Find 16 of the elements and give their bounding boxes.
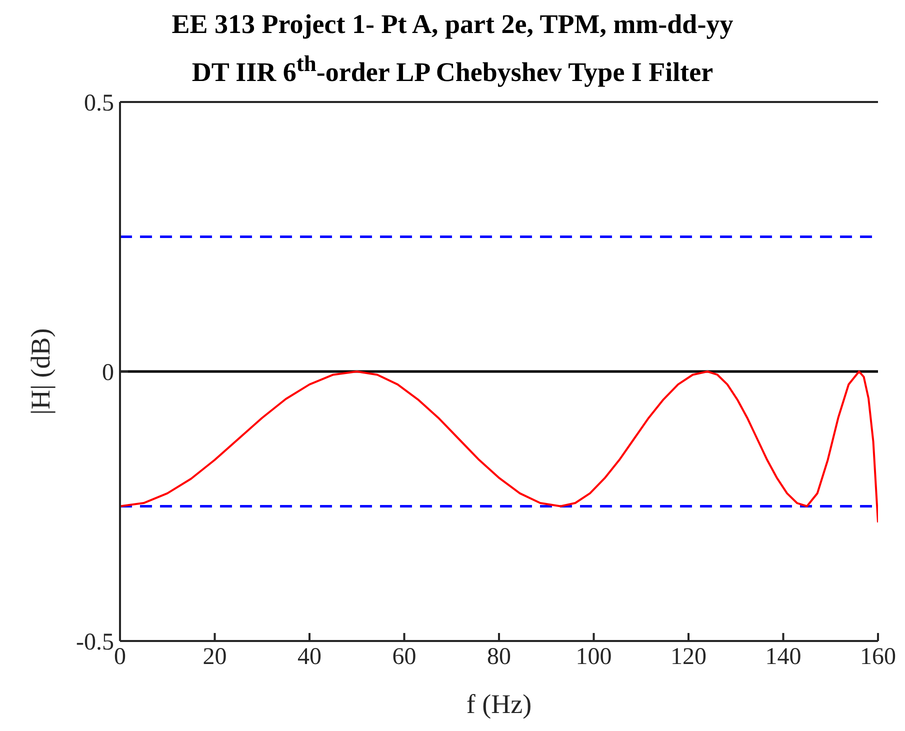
x-tick-label: 160 [860, 644, 896, 670]
x-tick-label: 140 [765, 644, 802, 670]
chart-subtitle: DT IIR 6$^{th}$-order LP Chebyshev Type I Filter [190, 50, 714, 89]
y-tick-label: -0.5 [76, 630, 114, 656]
x-tick-label: 20 [202, 644, 227, 670]
line-series [120, 370, 878, 524]
x-axis-title: f (Hz) [466, 689, 532, 719]
x-tick-label: 120 [670, 644, 706, 670]
x-tick-label: 100 [576, 644, 612, 670]
x-tick-label: 80 [487, 644, 511, 670]
y-tick-label: 0.5 [84, 90, 114, 117]
x-tick-label: 40 [298, 644, 322, 670]
chart-title: EE 313 Project 1- Pt A, part 2e, TPM, mm-dd-yy [170, 8, 734, 41]
y-axis-title: |H| (dB) [26, 328, 56, 415]
x-tick-label: 60 [392, 644, 416, 670]
y-tick-label: 0 [102, 360, 114, 386]
